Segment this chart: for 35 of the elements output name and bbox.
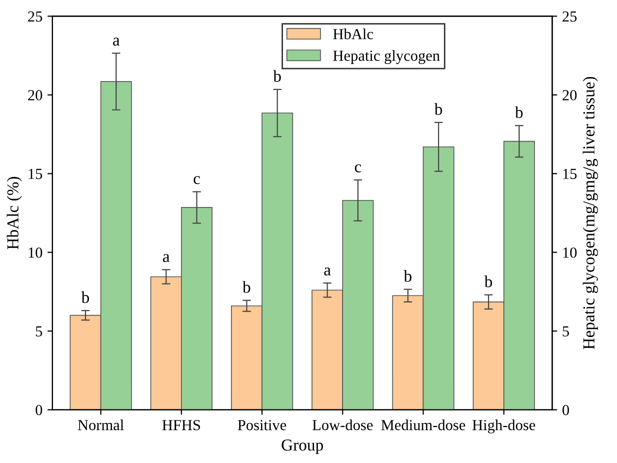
y-tick-label: 20	[28, 90, 42, 100]
annotation: a	[162, 254, 170, 262]
y-tick-label: 5	[36, 326, 42, 336]
y-axis-title: HbAlc (%)	[6, 176, 22, 250]
annotation: a	[113, 38, 120, 46]
x-tick-label: Normal	[78, 419, 124, 430]
annotation: c	[354, 164, 362, 172]
x-axis-title: Group	[282, 439, 323, 454]
annotation: b	[484, 276, 492, 288]
annotation: b	[434, 103, 442, 115]
annotation: b	[242, 281, 250, 293]
x-tick-label: High-dose	[472, 419, 536, 434]
annotation: b	[273, 70, 281, 82]
annotation: b	[404, 270, 412, 282]
y2-tick-label: 5	[562, 326, 569, 336]
y2-tick-label: 20	[562, 90, 577, 100]
x-tick-label: Low-dose	[312, 419, 373, 430]
y2-axis-title: Hepatic glycogen(mg/gmg/g liver tissue)	[582, 76, 598, 350]
y2-tick-label: 25	[562, 11, 577, 22]
annotation: c	[194, 176, 200, 184]
annotation: b	[81, 291, 90, 304]
x-tick-label: Positive	[238, 420, 286, 430]
legend-label: Hepatic glycogen	[333, 50, 440, 64]
y-tick-label: 25	[28, 11, 42, 22]
annotation: a	[324, 267, 331, 276]
y2-tick-label: 0	[562, 404, 569, 416]
y-tick-label: 0	[36, 404, 42, 416]
y-tick-label: 10	[28, 247, 42, 258]
y2-tick-label: 15	[563, 168, 577, 180]
legend-label: HbAlc	[333, 28, 373, 40]
x-tick-label: Medium-dose	[381, 419, 466, 430]
y-tick-label: 15	[28, 168, 42, 180]
y2-tick-label: 10	[563, 247, 577, 258]
x-tick-label: HFHS	[162, 420, 200, 430]
annotation: b	[515, 106, 523, 118]
